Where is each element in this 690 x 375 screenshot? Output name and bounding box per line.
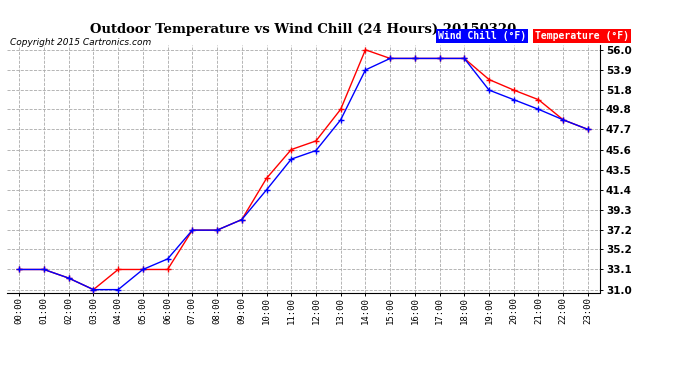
Text: Copyright 2015 Cartronics.com: Copyright 2015 Cartronics.com [10, 38, 152, 47]
Text: Wind Chill (°F): Wind Chill (°F) [438, 32, 526, 41]
Text: Temperature (°F): Temperature (°F) [535, 32, 629, 41]
Text: Outdoor Temperature vs Wind Chill (24 Hours) 20150320: Outdoor Temperature vs Wind Chill (24 Ho… [90, 22, 517, 36]
